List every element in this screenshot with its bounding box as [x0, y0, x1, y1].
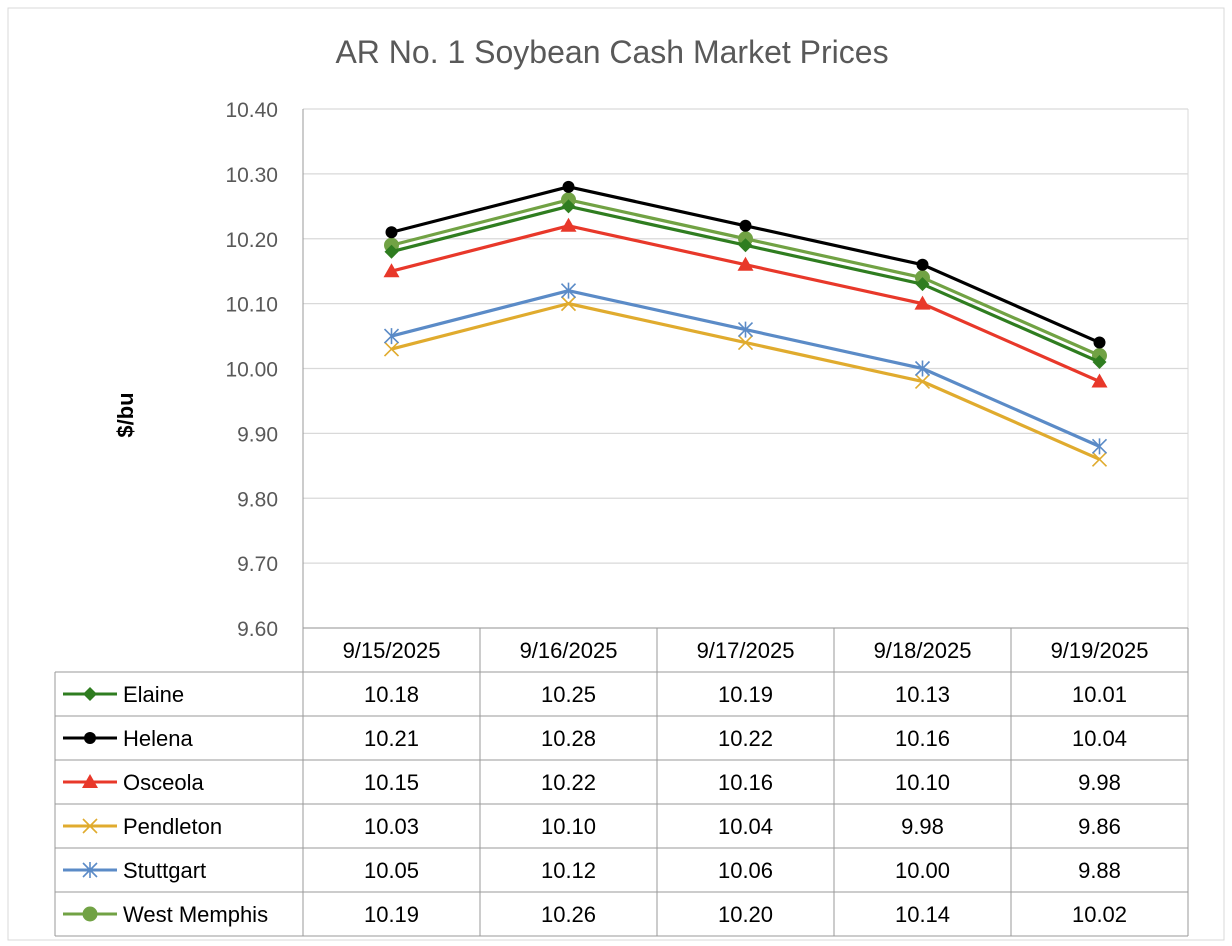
data-point-elaine — [384, 244, 399, 259]
data-cell-pendleton: 9.98 — [901, 814, 944, 839]
y-tick-label: 10.00 — [225, 359, 278, 382]
data-point-helena — [562, 180, 575, 193]
data-cell-osceola: 10.22 — [541, 770, 596, 795]
data-point-osceola — [1091, 373, 1108, 388]
y-tick-label: 10.20 — [225, 229, 278, 252]
legend-marker-elaine — [83, 687, 97, 701]
x-tick-label: 9/15/2025 — [343, 638, 441, 663]
y-tick-label: 9.80 — [237, 488, 278, 511]
y-tick-label: 9.90 — [237, 423, 278, 446]
data-cell-osceola: 9.98 — [1078, 770, 1121, 795]
data-point-elaine — [1092, 355, 1107, 370]
data-cell-elaine: 10.13 — [895, 682, 950, 707]
legend-label-helena: Helena — [123, 726, 193, 751]
data-cell-osceola: 10.10 — [895, 770, 950, 795]
data-point-pendleton — [737, 334, 754, 351]
y-tick-label: 10.40 — [225, 99, 278, 122]
legend-marker-helena — [84, 732, 96, 744]
data-point-stuttgart — [1091, 438, 1108, 455]
legend-marker-pendleton — [82, 818, 98, 834]
data-cell-west-memphis: 10.26 — [541, 902, 596, 927]
data-cell-osceola: 10.16 — [718, 770, 773, 795]
x-tick-label: 9/19/2025 — [1051, 638, 1149, 663]
y-tick-label: 10.30 — [225, 164, 278, 187]
y-tick-label: 9.70 — [237, 553, 278, 576]
legend-marker-osceola — [82, 774, 98, 788]
data-point-elaine — [915, 277, 930, 292]
data-cell-pendleton: 10.04 — [718, 814, 773, 839]
data-point-osceola — [737, 256, 754, 271]
data-cell-helena: 10.04 — [1072, 726, 1127, 751]
data-point-elaine — [738, 238, 753, 253]
data-cell-elaine: 10.25 — [541, 682, 596, 707]
legend-label-osceola: Osceola — [123, 770, 204, 795]
legend-label-elaine: Elaine — [123, 682, 184, 707]
data-cell-stuttgart: 10.06 — [718, 858, 773, 883]
data-cell-elaine: 10.18 — [364, 682, 419, 707]
x-tick-label: 9/18/2025 — [874, 638, 972, 663]
data-point-pendleton — [383, 341, 400, 357]
chart-title: AR No. 1 Soybean Cash Market Prices — [335, 34, 888, 70]
y-axis-label: $/bu — [113, 392, 138, 437]
data-point-stuttgart — [914, 360, 931, 377]
data-cell-helena: 10.21 — [364, 726, 419, 751]
data-cell-helena: 10.22 — [718, 726, 773, 751]
data-cell-west-memphis: 10.02 — [1072, 902, 1127, 927]
data-point-osceola — [914, 295, 931, 310]
data-point-pendleton — [914, 373, 931, 390]
data-cell-stuttgart: 10.12 — [541, 858, 596, 883]
data-cell-west-memphis: 10.20 — [718, 902, 773, 927]
data-point-pendleton — [1091, 451, 1108, 467]
data-cell-osceola: 10.15 — [364, 770, 419, 795]
data-cell-west-memphis: 10.14 — [895, 902, 950, 927]
legend-marker-west-memphis — [82, 906, 98, 922]
data-point-helena — [916, 258, 929, 271]
data-cell-elaine: 10.01 — [1072, 682, 1127, 707]
data-cell-helena: 10.16 — [895, 726, 950, 751]
data-point-osceola — [383, 263, 400, 278]
data-point-stuttgart — [737, 321, 754, 338]
data-point-helena — [385, 226, 398, 239]
data-point-osceola — [560, 217, 577, 232]
y-tick-label: 10.10 — [225, 294, 278, 317]
data-point-helena — [739, 219, 752, 232]
data-cell-pendleton: 10.03 — [364, 814, 419, 839]
data-point-stuttgart — [560, 282, 577, 299]
data-cell-west-memphis: 10.19 — [364, 902, 419, 927]
legend-label-stuttgart: Stuttgart — [123, 858, 206, 883]
legend-marker-stuttgart — [82, 862, 98, 878]
data-cell-pendleton: 9.86 — [1078, 814, 1121, 839]
data-point-pendleton — [560, 296, 577, 312]
data-cell-helena: 10.28 — [541, 726, 596, 751]
data-point-stuttgart — [383, 328, 400, 345]
x-tick-label: 9/17/2025 — [697, 638, 795, 663]
data-point-elaine — [561, 199, 576, 214]
data-point-helena — [1093, 336, 1106, 349]
data-cell-elaine: 10.19 — [718, 682, 773, 707]
legend-label-west-memphis: West Memphis — [123, 902, 268, 927]
y-tick-label: 9.60 — [237, 618, 278, 641]
chart-border — [7, 7, 1225, 941]
data-cell-stuttgart: 9.88 — [1078, 858, 1121, 883]
legend-label-pendleton: Pendleton — [123, 814, 222, 839]
x-tick-label: 9/16/2025 — [520, 638, 618, 663]
data-cell-stuttgart: 10.05 — [364, 858, 419, 883]
data-cell-pendleton: 10.10 — [541, 814, 596, 839]
data-cell-stuttgart: 10.00 — [895, 858, 950, 883]
